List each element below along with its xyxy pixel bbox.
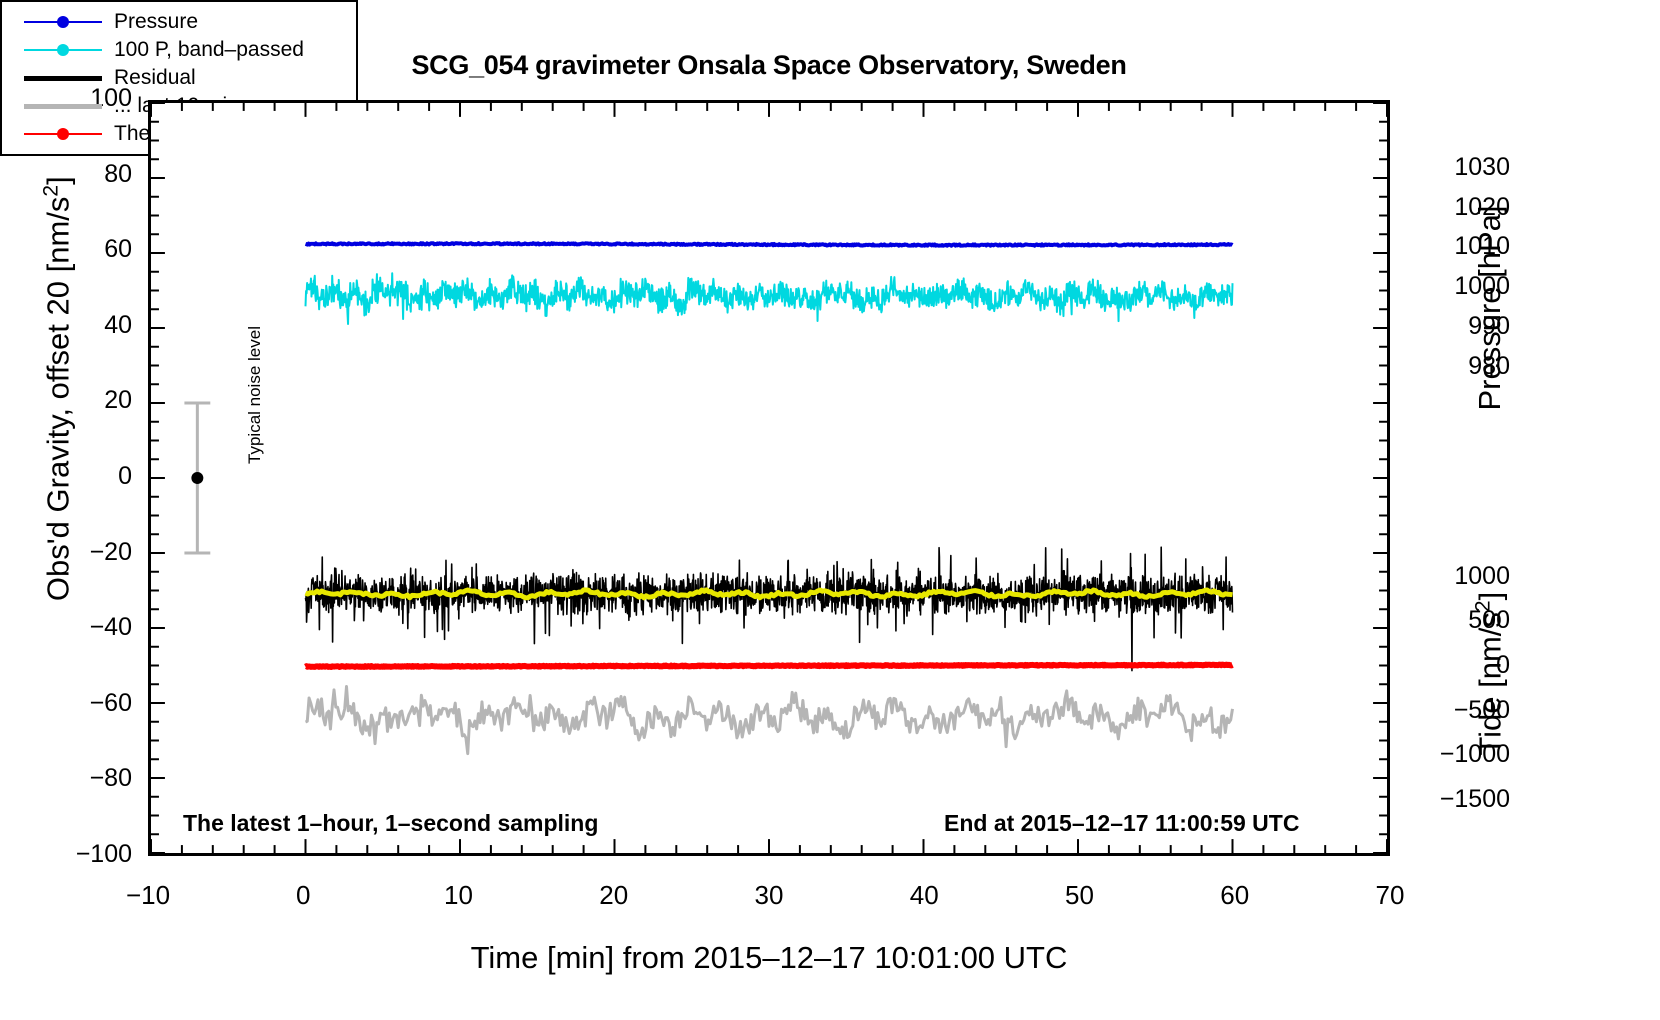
legend-item-1[interactable]: 100 P, band–passed: [2, 36, 356, 64]
y-tick-label-left: 60: [104, 235, 132, 264]
y-tick-label-pressure: 980: [1468, 351, 1510, 380]
y-tick-label-tide: 1000: [1454, 561, 1510, 590]
x-tick-label: 20: [599, 880, 629, 910]
x-tick-label: 40: [909, 880, 939, 910]
end-time-note: End at 2015–12–17 11:00:59 UTC: [944, 810, 1300, 836]
y-tick-label-pressure: 1020: [1454, 192, 1510, 221]
y-axis-title-tide-end: ]: [1472, 591, 1508, 601]
legend-item-label: 100 P, band–passed: [114, 38, 304, 61]
y-tick-label-pressure: 1000: [1454, 272, 1510, 301]
y-tick-label-tide: 0: [1496, 651, 1510, 679]
legend-swatch-icon: [24, 11, 102, 33]
y-tick-label-left: 80: [104, 159, 132, 188]
noise-bar-center-dot: [191, 472, 204, 484]
series-band-passed: [304, 272, 1234, 325]
y-tick-label-left: −20: [89, 537, 132, 566]
x-tick-label: 10: [444, 880, 473, 910]
x-tick-label: 70: [1375, 880, 1405, 910]
legend-marker-dot: [57, 44, 69, 56]
legend-marker-dot: [57, 128, 69, 140]
y-tick-label-left: 40: [104, 310, 132, 339]
legend-item-0[interactable]: Pressure: [2, 8, 356, 36]
y-tick-label-pressure: 1030: [1454, 153, 1510, 182]
sampling-note: The latest 1–hour, 1–second sampling: [183, 810, 599, 836]
y-tick-label-pressure: 990: [1468, 311, 1510, 340]
legend-marker-dot: [57, 16, 69, 28]
y-tick-label-left: 0: [118, 462, 132, 490]
chart-title: SCG_054 gravimeter Onsala Space Observat…: [411, 50, 1127, 80]
series-residual: [304, 546, 1234, 672]
x-axis-title: Time [min] from 2015–12–17 10:01:00 UTC: [470, 940, 1068, 975]
y-tick-label-pressure: 1010: [1454, 232, 1510, 261]
legend-swatch-icon: [24, 39, 102, 61]
series-pressure: [304, 241, 1234, 248]
legend-swatch-icon: [24, 67, 102, 89]
y-tick-label-left: −80: [89, 764, 132, 793]
legend-swatch-icon: [24, 123, 102, 145]
y-axis-tick-labels-left: 100 80 60 40 20 0 −20 −40 −60 −80 −100: [12, 84, 148, 868]
plot-canvas: [151, 103, 1387, 853]
x-tick-label: 50: [1065, 880, 1094, 910]
legend-swatch-icon: [24, 95, 102, 117]
x-tick-label: 0: [296, 880, 311, 910]
x-tick-label: −10: [125, 880, 171, 910]
y-tick-label-left: −60: [89, 688, 132, 717]
plot-area: [148, 100, 1390, 856]
x-tick-label: 30: [754, 880, 784, 910]
series-theor-tide: [303, 661, 1235, 670]
legend-item-2[interactable]: Residual: [2, 64, 356, 92]
y-tick-label-left: 20: [104, 386, 132, 415]
y-tick-label-tide: 500: [1468, 606, 1510, 635]
y-tick-label-tide: −500: [1453, 695, 1510, 724]
y-tick-label-tide: −1000: [1439, 740, 1510, 769]
legend-item-label: Residual: [114, 66, 196, 89]
x-tick-label: 60: [1220, 880, 1250, 910]
y-tick-label-tide: −1500: [1439, 784, 1510, 813]
series-last-10-min: [304, 685, 1234, 756]
typical-noise-level-label: Typical noise level: [245, 326, 264, 464]
y-tick-label-left: −100: [75, 840, 132, 868]
y-tick-label-left: −40: [89, 613, 132, 642]
series-residual-smoothed: [304, 587, 1233, 601]
legend-item-label: Pressure: [114, 10, 199, 33]
